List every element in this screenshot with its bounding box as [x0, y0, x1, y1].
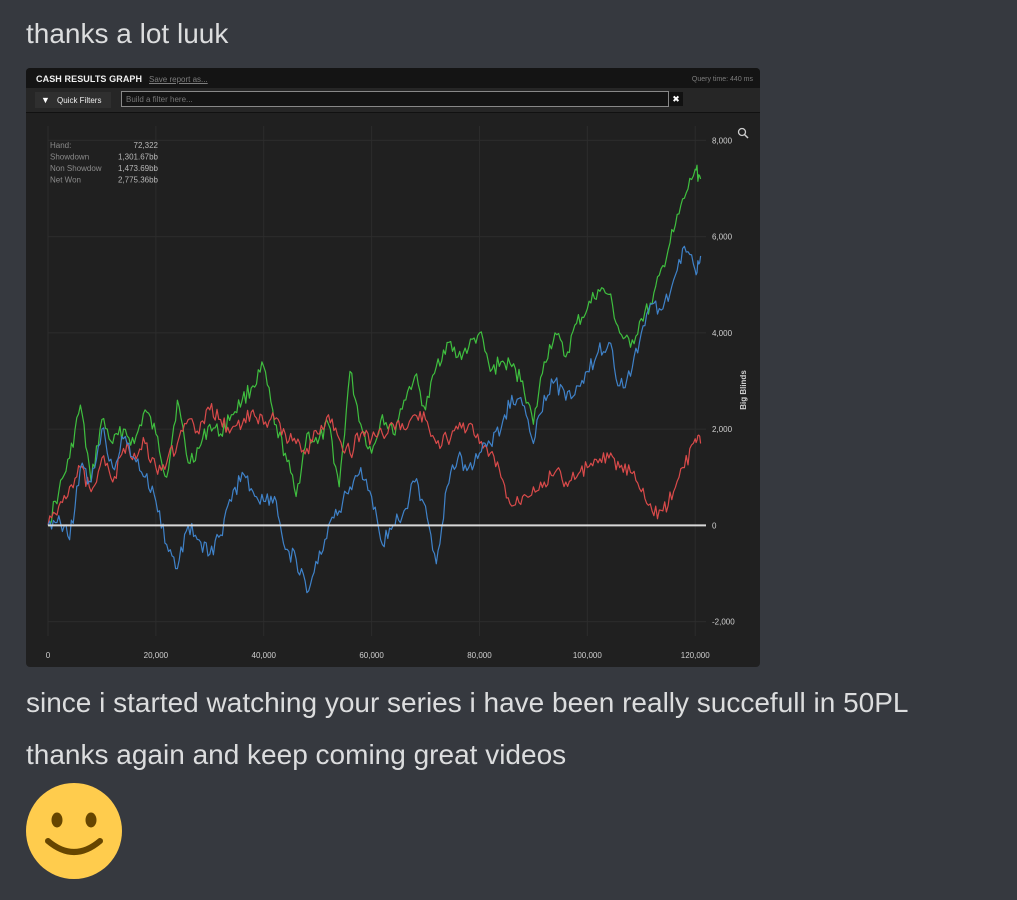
- y-tick-label: 2,000: [712, 425, 733, 434]
- screenshot-attachment[interactable]: CASH RESULTS GRAPH Save report as... Que…: [26, 68, 760, 667]
- y-tick-label: 8,000: [712, 136, 733, 145]
- filter-bar: ▼ Quick Filters ✖: [26, 88, 760, 113]
- stat-label: Non Showdow: [50, 164, 102, 173]
- stat-value: 2,775.36bb: [118, 176, 159, 185]
- x-tick-label: 60,000: [359, 651, 384, 660]
- stat-value: 1,301.67bb: [118, 153, 159, 162]
- y-tick-label: 6,000: [712, 233, 733, 242]
- query-time: Query time: 440 ms: [691, 76, 753, 83]
- y-tick-label: 4,000: [712, 329, 733, 338]
- message-text: thanks a lot luuk: [26, 18, 229, 49]
- x-tick-label: 80,000: [467, 651, 492, 660]
- x-tick-label: 120,000: [681, 651, 710, 660]
- quick-filters-button[interactable]: ▼ Quick Filters: [35, 92, 111, 108]
- y-tick-label: -2,000: [712, 618, 735, 627]
- stats-panel: Hand: 72,322 Showdown 1,301.67bb Non Showdow…: [50, 141, 159, 185]
- save-report-link[interactable]: Save report as...: [149, 75, 208, 84]
- stat-label: Hand:: [50, 141, 71, 150]
- chart-axes: 0 20,000 40,000 60,000 80,000 100,000 120,000 -…: [46, 136, 748, 660]
- chart-grid: [47, 126, 706, 636]
- filter-input[interactable]: [121, 91, 669, 107]
- magnifier-icon[interactable]: [737, 127, 749, 139]
- series-line: [47, 245, 702, 594]
- x-tick-label: 20,000: [144, 651, 169, 660]
- stat-label: Showdown: [50, 153, 89, 162]
- x-tick-label: 40,000: [252, 651, 277, 660]
- chart-series: [47, 164, 702, 594]
- series-line: [47, 403, 702, 526]
- series-line: [47, 164, 702, 527]
- stat-label: Net Won: [50, 176, 81, 185]
- message-text: thanks again and keep coming great video…: [26, 739, 567, 770]
- quick-filters-label: Quick Filters: [57, 96, 102, 105]
- filter-funnel-icon: ▼: [41, 95, 50, 105]
- slightly-smiling-face-icon: [26, 783, 122, 879]
- x-tick-label: 0: [46, 651, 51, 660]
- x-tick-label: 100,000: [573, 651, 602, 660]
- close-x-icon[interactable]: ✖: [669, 92, 683, 106]
- stat-value: 1,473.69bb: [118, 164, 159, 173]
- y-tick-label: 0: [712, 521, 717, 530]
- report-title: CASH RESULTS GRAPH: [36, 74, 143, 84]
- y-axis-title: Big Blinds: [739, 370, 748, 410]
- stat-value: 72,322: [134, 141, 159, 150]
- message-text: since i started watching your series i h…: [26, 687, 909, 718]
- report-header: CASH RESULTS GRAPH Save report as... Que…: [26, 68, 760, 88]
- results-chart: Hand: 72,322 Showdown 1,301.67bb Non Showdow…: [46, 126, 749, 660]
